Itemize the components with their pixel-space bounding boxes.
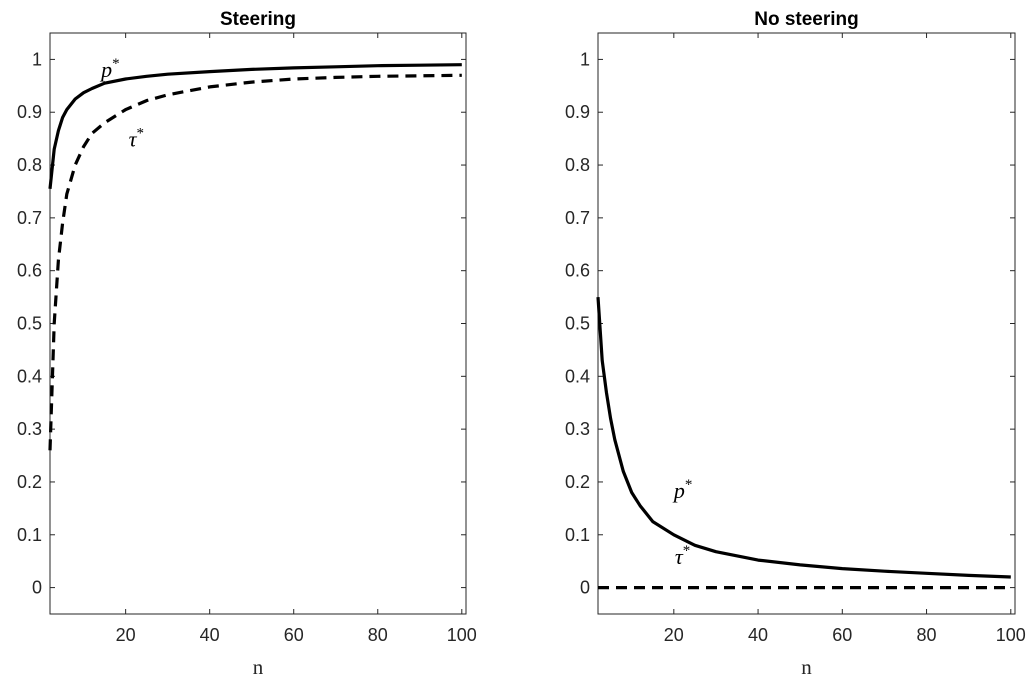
no-steering-chart-panel: No steering n 0 0.1 0.2 0.3 0.4 0.5 0.6 0.7 0.8 0… [565,9,1026,679]
steering-chart-xlabel: n [253,655,264,679]
no-steering-xtick-label: 40 [748,625,768,645]
no-steering-ytick-label: 0.7 [565,208,590,228]
steering-ytick-label: 0.9 [17,102,42,122]
steering-ytick-label: 0.4 [17,366,42,386]
steering-xtick-label: 40 [200,625,220,645]
no-steering-ytick-label: 0.9 [565,102,590,122]
no-steering-chart-xlabel: n [801,655,812,679]
steering-ytick-label: 0.8 [17,155,42,175]
steering-annotation-p: p* [99,56,120,82]
no-steering-xtick-label: 20 [664,625,684,645]
steering-ytick-label: 0.7 [17,208,42,228]
steering-ytick-label: 1 [32,49,42,69]
no-steering-ytick-label: 0.3 [565,419,590,439]
no-steering-ytick-label: 0.8 [565,155,590,175]
no-steering-ytick-label: 0.6 [565,261,590,281]
no-steering-ytick-label: 0.2 [565,472,590,492]
steering-ytick-label: 0 [32,578,42,598]
steering-axes-frame [49,32,467,615]
no-steering-xtick-label: 100 [996,625,1026,645]
steering-xtick-label: 20 [116,625,136,645]
no-steering-series-p-line [596,296,1011,579]
steering-ytick-label: 0.5 [17,314,42,334]
steering-xtick-label: 80 [368,625,388,645]
no-steering-annotation-tau: τ* [675,543,690,569]
steering-ytick-label: 0.3 [17,419,42,439]
steering-ytick-label: 0.2 [17,472,42,492]
no-steering-ytick-label: 0.5 [565,314,590,334]
no-steering-xtick-label: 60 [832,625,852,645]
steering-chart-panel: Steering n 0 0.1 0.2 0.3 0.4 0.5 0.6 0.7 0.8 0.9 1… [17,9,477,679]
no-steering-ytick-label: 0.4 [565,366,590,386]
steering-annotation-tau: τ* [129,126,144,152]
no-steering-annotation-p: p* [672,477,693,503]
steering-chart-title: Steering [220,9,296,30]
steering-series-tau-line [48,73,462,451]
steering-ytick-label: 0.6 [17,261,42,281]
steering-ytick-label: 0.1 [17,525,42,545]
steering-xtick-label: 60 [284,625,304,645]
steering-series-p-line [48,63,462,189]
no-steering-ytick-label: 0 [580,578,590,598]
no-steering-ytick-label: 1 [580,49,590,69]
steering-xtick-label: 100 [447,625,477,645]
no-steering-chart-title: No steering [754,9,859,30]
no-steering-ytick-label: 0.1 [565,525,590,545]
no-steering-xtick-label: 80 [917,625,937,645]
